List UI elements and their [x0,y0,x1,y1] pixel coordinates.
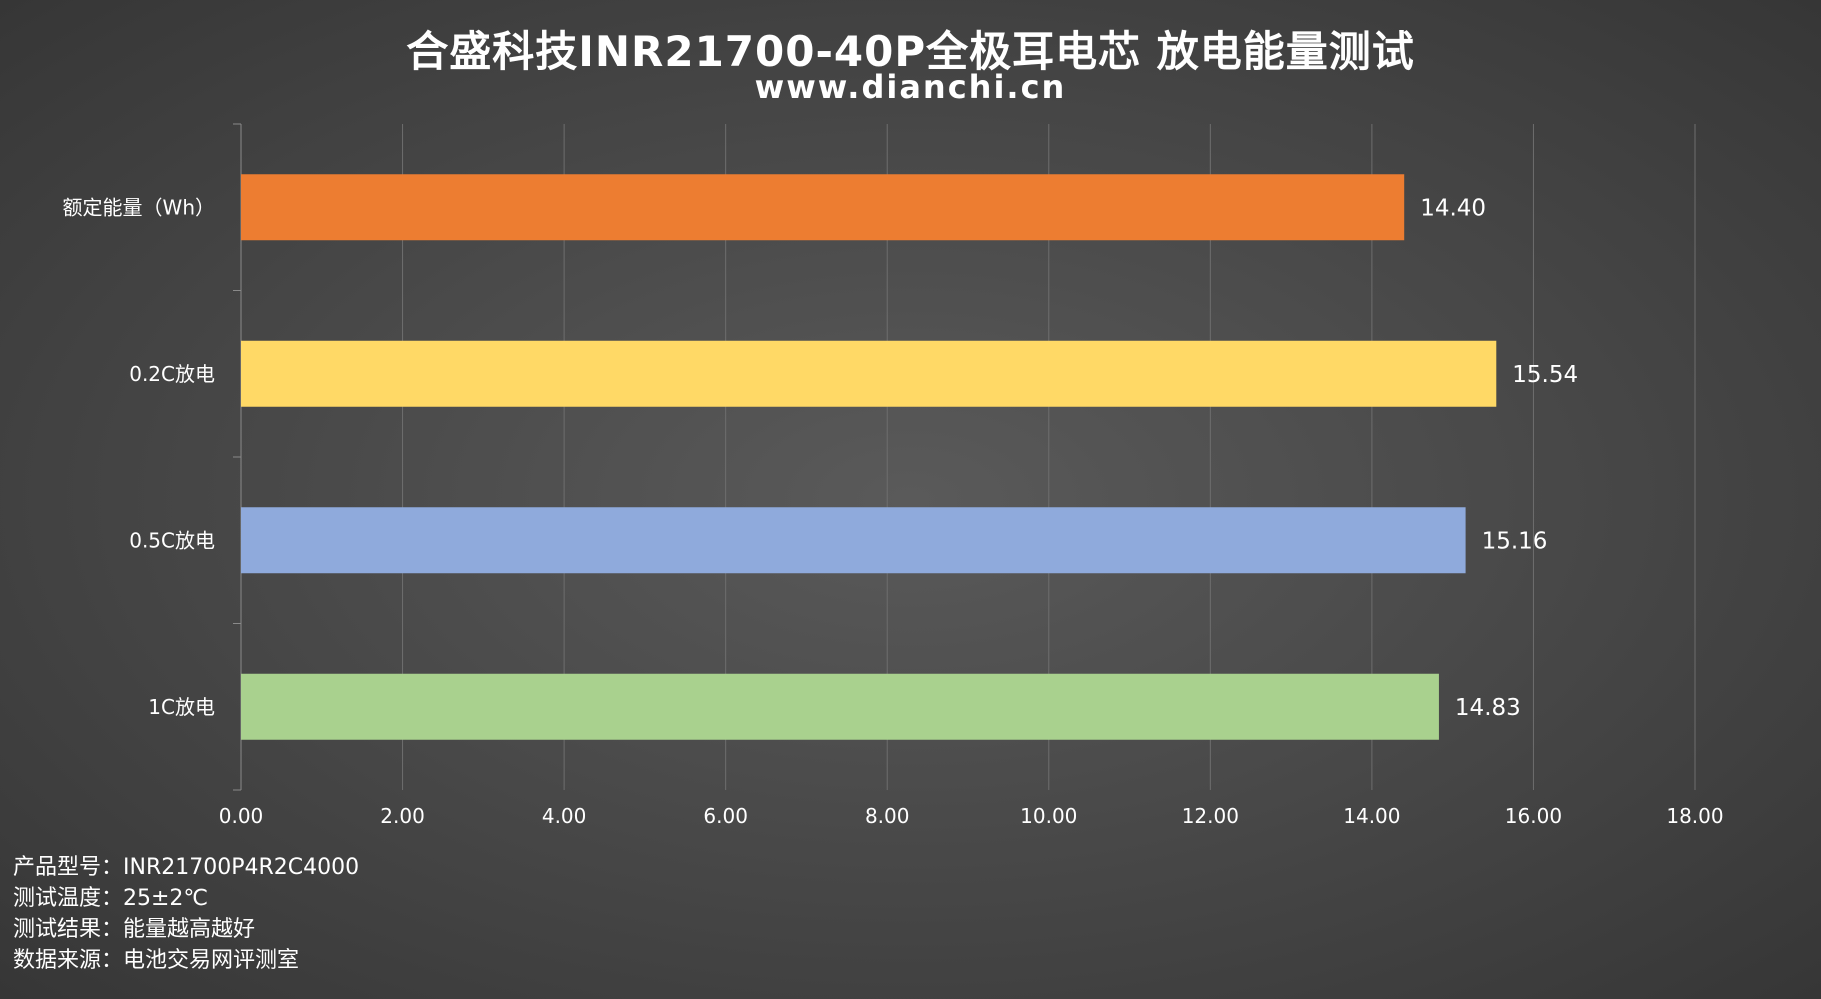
bar [241,673,1439,740]
bar [241,340,1497,407]
value-labels: 14.40 15.54 15.16 14.83 [1420,195,1578,721]
x-tick-label: 6.00 [703,804,748,828]
note-product-model: 产品型号：INR21700P4R2C4000 [13,855,360,880]
x-tick-label: 8.00 [865,804,910,828]
x-tick-label: 12.00 [1182,804,1239,828]
x-tick-label: 16.00 [1505,804,1562,828]
category-labels: 额定能量（Wh） 0.2C放电 0.5C放电 1C放电 [63,195,215,719]
x-tick-label: 18.00 [1666,804,1723,828]
x-tick-labels: 0.00 2.00 4.00 6.00 8.00 10.00 12.00 14.00 16.00… [219,804,1724,828]
category-label: 1C放电 [148,695,215,719]
note-data-source: 数据来源：电池交易网评测室 [13,948,300,973]
value-label: 15.16 [1482,528,1548,554]
value-label: 14.40 [1420,195,1486,221]
value-label: 14.83 [1455,695,1521,721]
y-axis [233,123,242,791]
x-tick-label: 4.00 [542,804,587,828]
bar [241,174,1405,241]
x-tick-label: 0.00 [219,804,264,828]
note-test-result: 测试结果：能量越高越好 [13,917,256,942]
category-label: 0.5C放电 [129,528,215,552]
chart-subtitle: www.dianchi.cn [754,68,1067,106]
category-label: 0.2C放电 [129,362,215,386]
bars-group [241,174,1497,740]
note-test-temperature: 测试温度：25±2℃ [13,886,209,911]
bar [241,507,1466,574]
notes-block: 产品型号：INR21700P4R2C4000 测试温度：25±2℃ 测试结果：能… [13,852,359,976]
x-tick-label: 10.00 [1020,804,1077,828]
x-tick-label: 2.00 [380,804,425,828]
chart-title: 合盛科技INR21700-40P全极耳电芯 放电能量测试 [406,27,1415,76]
value-label: 15.54 [1512,362,1578,388]
category-label: 额定能量（Wh） [63,195,215,219]
x-tick-label: 14.00 [1343,804,1400,828]
